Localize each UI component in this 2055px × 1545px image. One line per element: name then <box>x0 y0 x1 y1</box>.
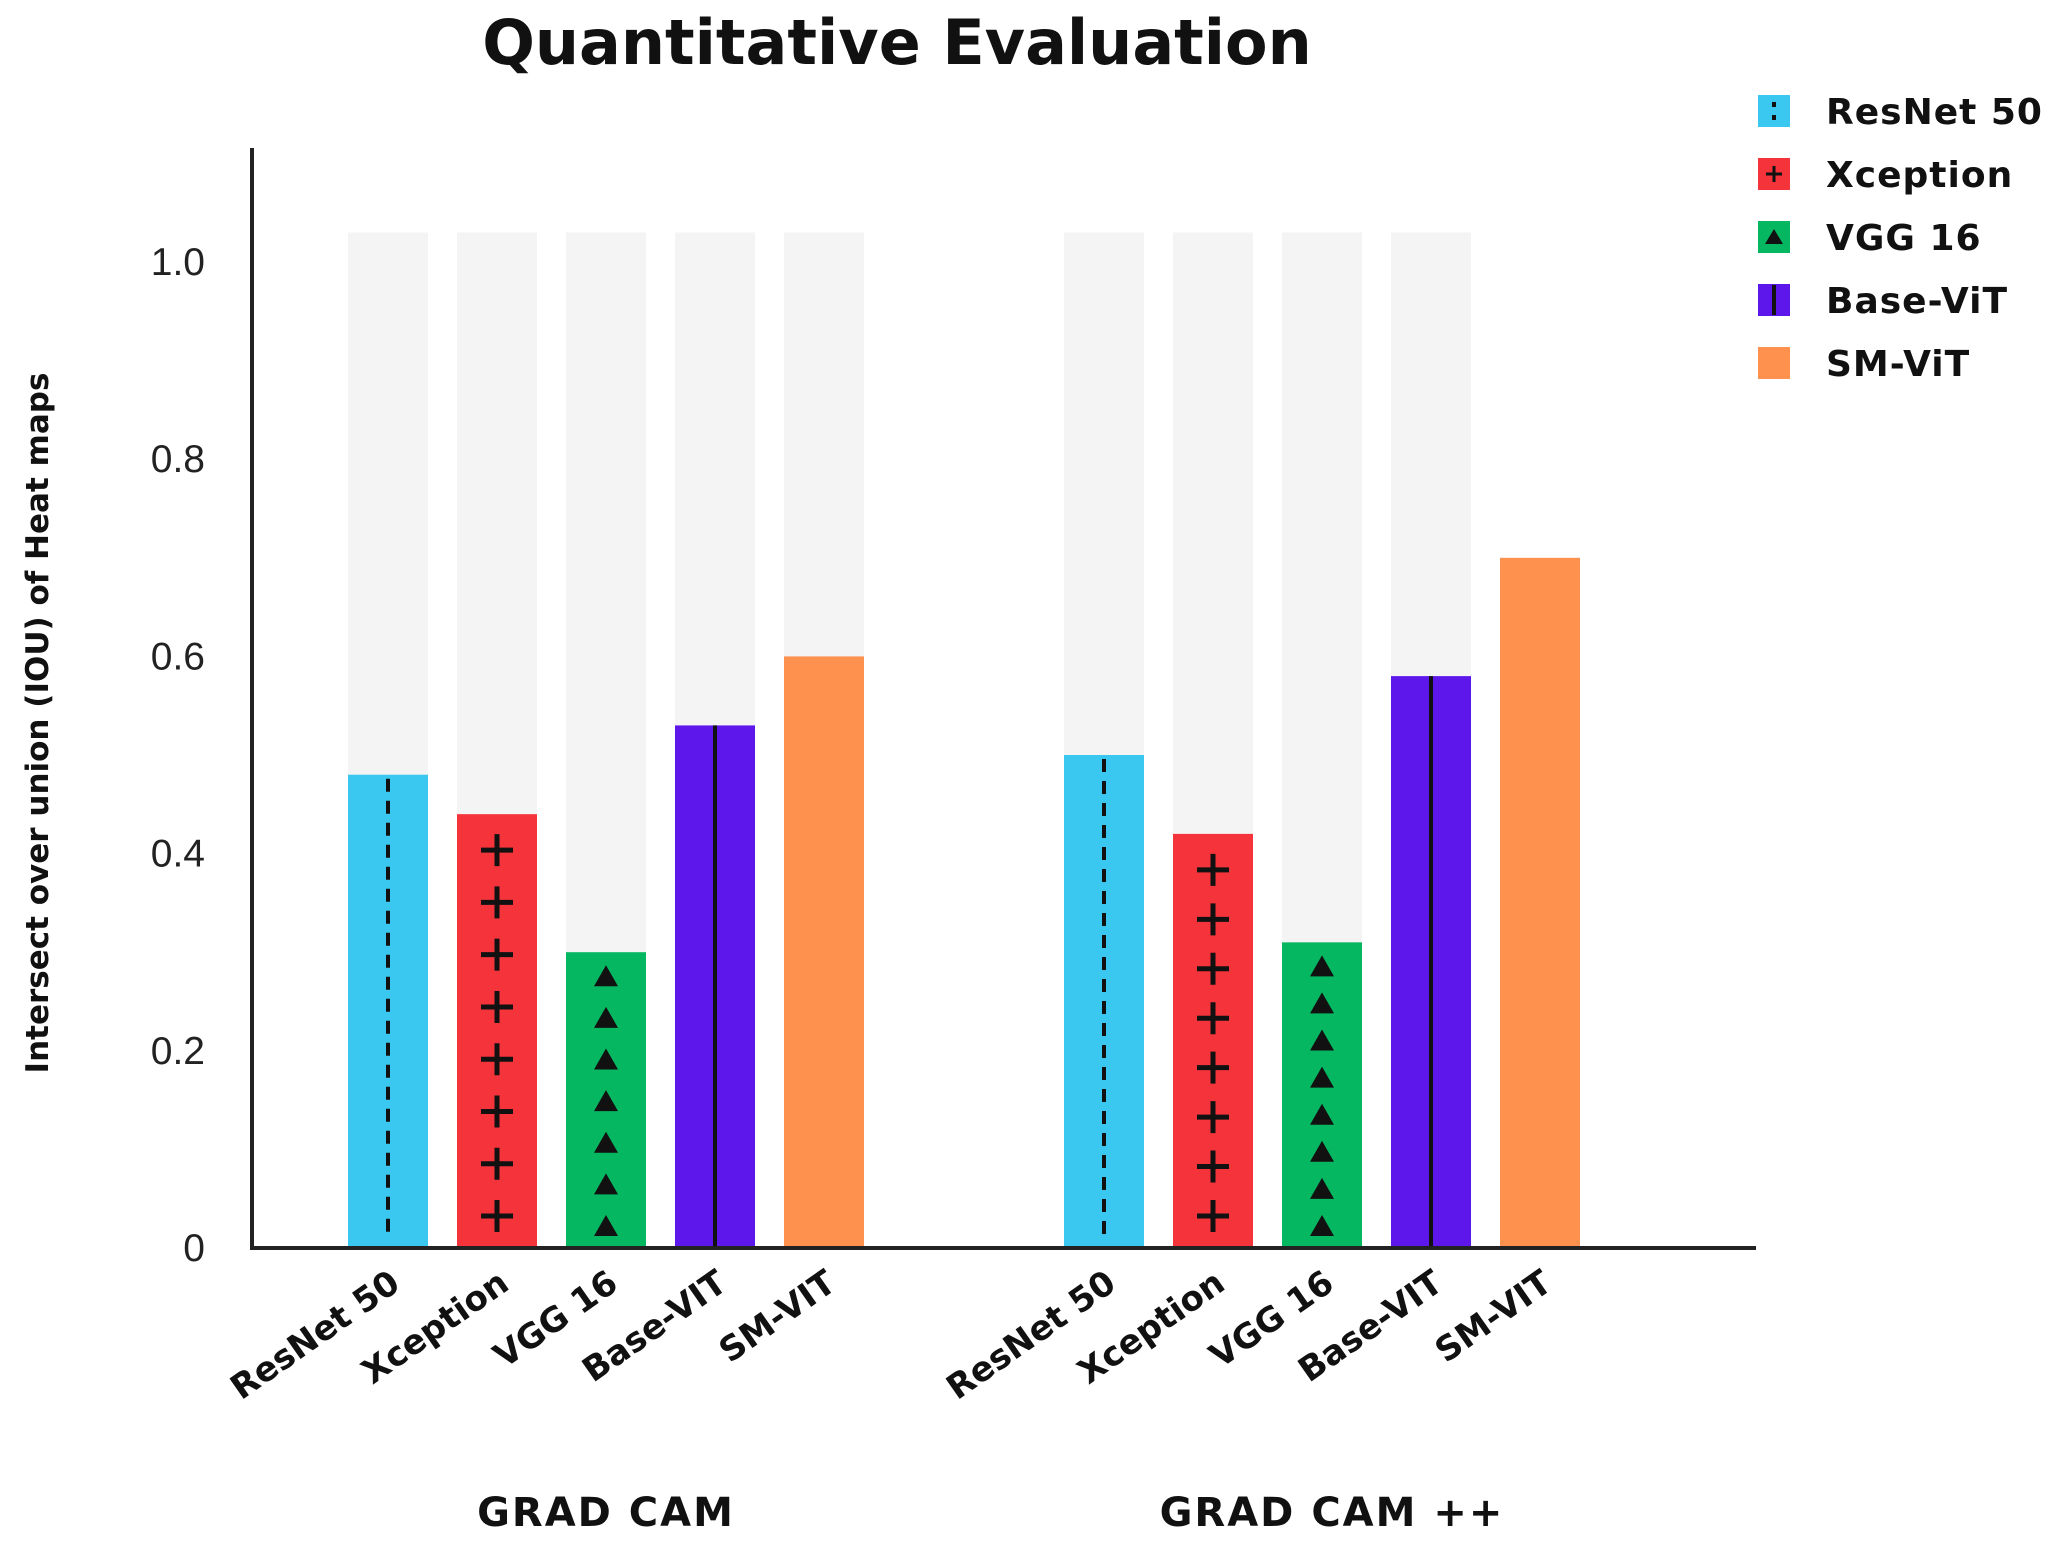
legend-label: Xception <box>1826 155 2013 196</box>
legend-label: VGG 16 <box>1826 218 1982 259</box>
legend: ResNet 50 Xception VGG 16 Base-ViT SM-ViT <box>1758 92 2043 385</box>
triangle-marker <box>594 1215 618 1236</box>
triangle-marker <box>594 1173 618 1195</box>
triangle-marker <box>594 1006 618 1028</box>
triangle-marker <box>594 1048 618 1070</box>
legend-dot <box>1772 115 1776 120</box>
legend-swatch <box>1758 347 1790 379</box>
plus-marker <box>1197 853 1229 886</box>
triangle-marker <box>594 1131 618 1153</box>
x-tick-label: SM-VIT <box>1428 1262 1560 1371</box>
bar-grad-cam-sm-vit <box>784 656 864 1248</box>
bar-grad-cam--xception <box>1173 833 1253 1248</box>
y-tick-label: 0 <box>183 1227 205 1270</box>
plus-marker <box>1197 1051 1229 1084</box>
y-tick-label: 0.2 <box>151 1030 205 1073</box>
plus-marker <box>1197 1200 1229 1232</box>
group-label: GRAD CAM <box>477 1490 735 1536</box>
plus-marker <box>481 938 513 971</box>
y-tick-label: 1.0 <box>151 241 205 284</box>
plus-marker <box>1197 1002 1229 1035</box>
triangle-marker <box>594 965 618 987</box>
x-tick-label: SM-VIT <box>712 1262 844 1371</box>
bar-grad-cam--sm-vit <box>1500 557 1580 1248</box>
legend-swatch <box>1758 95 1790 127</box>
triangle-marker <box>1310 992 1334 1014</box>
legend-label: Base-ViT <box>1826 281 2008 322</box>
group-label: GRAD CAM ++ <box>1160 1490 1505 1536</box>
triangle-marker <box>594 1090 618 1112</box>
plus-marker <box>481 1147 513 1180</box>
plus-marker <box>481 834 513 867</box>
bar-grad-cam--vgg-16 <box>1282 942 1362 1248</box>
triangle-marker <box>1310 955 1334 977</box>
plus-marker <box>1197 903 1229 936</box>
plus-marker <box>481 1095 513 1128</box>
triangle-marker <box>1310 1103 1334 1125</box>
y-axis-label: Intersect over union (IOU) of Heat maps <box>20 373 56 1074</box>
plus-marker <box>481 1043 513 1076</box>
legend-dot <box>1772 102 1776 107</box>
chart-title: Quantitative Evaluation <box>482 6 1312 79</box>
legend-label: ResNet 50 <box>1826 92 2043 133</box>
y-tick-label: 0.6 <box>151 635 205 678</box>
plus-marker <box>481 1200 513 1232</box>
bar-grad-cam-xception <box>457 814 537 1248</box>
plus-marker <box>481 990 513 1023</box>
triangle-marker <box>1310 1140 1334 1162</box>
legend-triangle-icon <box>1765 229 1783 244</box>
plus-marker <box>1197 952 1229 985</box>
y-tick-label: 0.4 <box>151 833 205 876</box>
plus-marker <box>481 886 513 919</box>
plus-marker <box>1197 1101 1229 1134</box>
triangle-marker <box>1310 1066 1334 1088</box>
triangle-marker <box>1310 1215 1334 1236</box>
triangle-marker <box>1310 1177 1334 1199</box>
legend-label: SM-ViT <box>1826 344 1970 385</box>
legend-plus-icon <box>1766 166 1782 182</box>
y-tick-label: 0.8 <box>151 438 205 481</box>
triangle-marker <box>1310 1029 1334 1051</box>
plus-marker <box>1197 1150 1229 1183</box>
